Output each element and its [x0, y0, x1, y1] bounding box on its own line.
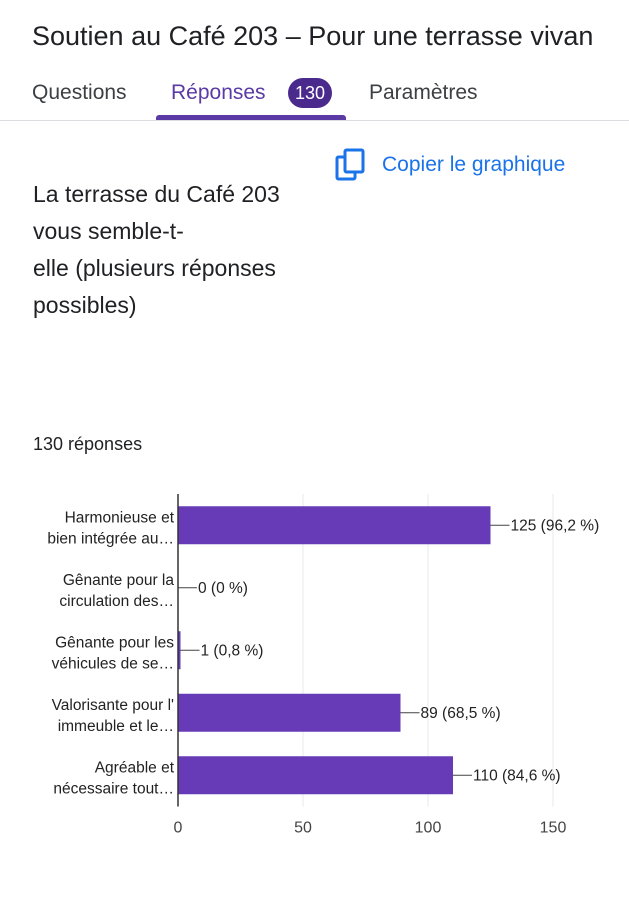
data-label: 1 (0,8 %)	[201, 642, 264, 659]
category-label: Harmonieuse et	[65, 509, 175, 526]
category-label: immeuble et le…	[58, 718, 174, 735]
bar	[178, 756, 453, 795]
responses-count-badge: 130	[288, 78, 332, 108]
category-label: Gênante pour la	[63, 572, 175, 589]
x-tick-label: 150	[540, 820, 567, 837]
x-tick-label: 50	[294, 820, 312, 837]
bar	[178, 506, 491, 545]
data-label: 125 (96,2 %)	[511, 517, 600, 534]
category-label: Agréable et	[95, 759, 175, 776]
tabs-divider	[0, 120, 629, 121]
bar	[178, 631, 181, 670]
copy-chart-button[interactable]: Copier le graphique	[334, 148, 596, 182]
category-label: véhicules de se…	[52, 655, 174, 672]
category-label: bien intégrée au…	[47, 530, 174, 547]
category-label: circulation des…	[59, 593, 174, 610]
category-label: nécessaire tout…	[53, 780, 174, 797]
tab-settings[interactable]: Paramètres	[369, 81, 478, 104]
bar	[178, 693, 401, 732]
bar-chart: Harmonieuse et bien intégrée au… 125 (96,2…	[47, 494, 600, 837]
copy-chart-label: Copier le graphique	[382, 153, 566, 176]
data-label: 89 (68,5 %)	[421, 705, 501, 722]
question-title: La terrasse du Café 203 vous semble-t- e…	[33, 181, 280, 318]
x-tick-label: 0	[174, 820, 183, 837]
data-label: 110 (84,6 %)	[473, 767, 561, 784]
form-title: Soutien au Café 203 – Pour une terrasse …	[32, 21, 592, 51]
category-label: Gênante pour les	[55, 634, 174, 651]
category-label: Valorisante pour l'	[52, 697, 174, 714]
tab-questions[interactable]: Questions	[32, 81, 127, 104]
copy-icon	[335, 148, 365, 181]
tab-bar: Questions Réponses 130 Paramètres	[0, 72, 629, 122]
data-label: 0 (0 %)	[198, 580, 248, 597]
response-count: 130 réponses	[33, 434, 143, 454]
x-tick-label: 100	[415, 820, 442, 837]
active-tab-indicator	[156, 115, 346, 120]
tab-responses[interactable]: Réponses	[171, 81, 266, 104]
